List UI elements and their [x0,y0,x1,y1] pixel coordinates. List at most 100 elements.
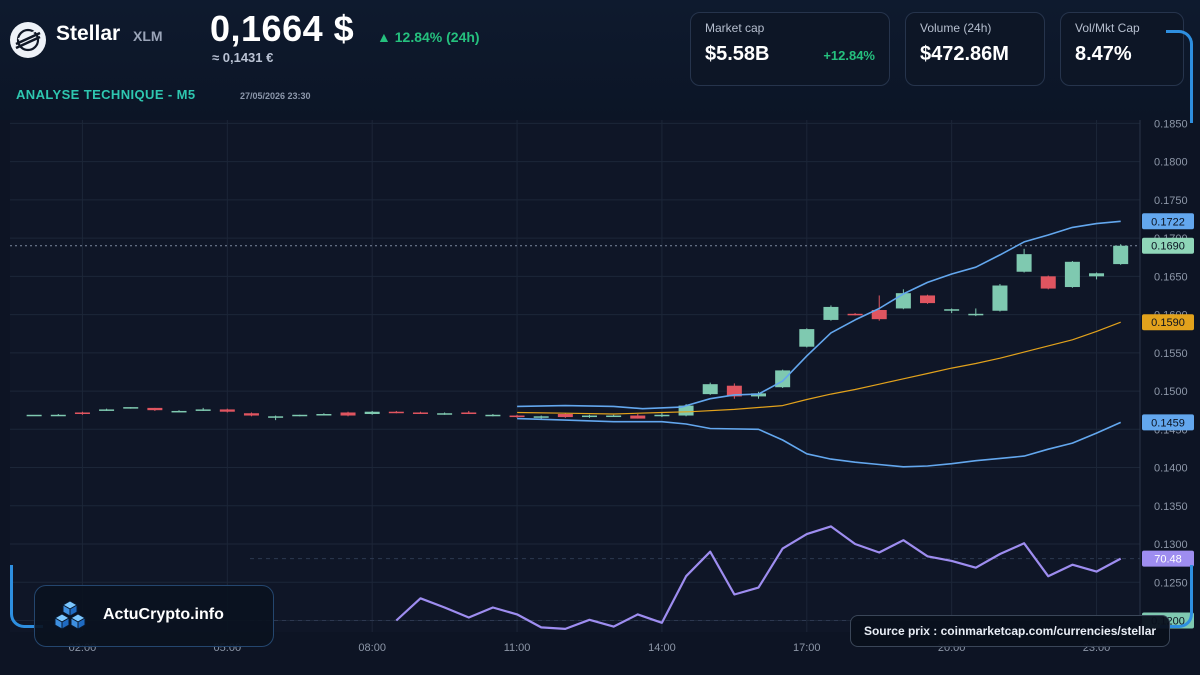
candle-up [678,405,694,416]
y-tick-label: 0.1350 [1154,501,1188,513]
y-tick-label: 0.1550 [1154,348,1188,360]
market-cap-label: Market cap [705,21,765,35]
candle-down [74,412,90,415]
y-tick-label: 0.1400 [1154,463,1188,475]
y-tick-label: 0.1500 [1154,386,1188,398]
candle-down [340,412,356,416]
price-badge [1142,314,1194,331]
x-tick-label: 17:00 [793,642,821,654]
y-tick-label: 0.1250 [1154,577,1188,589]
candle-up [1113,245,1129,265]
x-tick-label: 11:00 [504,642,531,654]
candle-down [147,407,163,411]
price-badge [1142,213,1194,230]
candle-up [799,329,815,347]
candle-down [871,309,887,320]
candle-down [1040,276,1056,289]
vol-mkt-cap-card: Vol/Mkt Cap 8.47% [1060,12,1184,86]
vol-mkt-cap-value: 8.47% [1075,43,1132,65]
candle-up [268,416,284,418]
header: Stellar XLM 0,1664 $ ≈ 0,1431 € ▲ 12.84%… [0,0,1200,120]
candle-down [557,414,573,418]
candle-up [26,414,42,417]
brand-badge[interactable]: ActuCrypto.info [34,585,274,647]
candle-down [630,415,646,419]
candle-up [895,293,911,309]
brand-name: ActuCrypto.info [103,606,224,623]
x-tick-label: 14:00 [648,642,676,654]
volume-value: $472.86M [920,43,1009,65]
source-text: Source prix : coinmarketcap.com/currenci… [863,624,1157,638]
candle-down [847,313,863,316]
frame-corner-bottom-left [10,565,43,628]
vol-mkt-cap-label: Vol/Mkt Cap [1075,21,1140,35]
plot-area [10,118,1140,632]
candle-down [412,412,428,414]
candle-up [992,285,1008,311]
candle-down [509,415,525,418]
source-badge[interactable]: Source prix : coinmarketcap.com/currenci… [850,615,1170,647]
timestamp: 27/05/2026 23:30 [240,91,311,101]
y-tick-label: 0.1300 [1154,539,1188,551]
price-badge-label: 0.1690 [1151,241,1185,253]
candle-down [219,409,235,412]
volume-card: Volume (24h) $472.86M [905,12,1045,86]
candle-up [1064,261,1080,288]
candle-down [920,295,936,304]
x-tick-label: 08:00 [358,642,386,654]
market-cap-value: $5.58B [705,43,770,65]
rsi-line [395,525,1122,630]
candle-up [316,414,332,416]
price-badge-label: 70.48 [1154,554,1182,566]
candle-up [581,415,597,418]
candle-up [606,415,622,418]
candle-up [533,416,549,418]
frame-corner-bottom-right [1160,565,1193,628]
coin-name: Stellar [56,22,121,45]
price-badge-label: 0.1459 [1151,417,1185,429]
price-eur: ≈ 0,1431 € [212,50,274,65]
price-change-24h: ▲ 12.84% (24h) [377,29,480,45]
candle-down [243,413,259,416]
current-price: 0,1664 $ [210,8,355,49]
candle-up [292,414,308,417]
candle-up [1016,254,1032,272]
y-tick-label: 0.1800 [1154,157,1188,169]
stellar-logo-icon [10,22,46,58]
candle-up [944,309,960,311]
price-badge-label: 0.1722 [1151,216,1185,228]
candle-up [437,413,453,415]
volume-label: Volume (24h) [920,21,992,35]
candle-up [1089,273,1105,277]
price-badge [1142,414,1194,431]
moving-average-line [517,321,1121,415]
candle-down [388,411,404,414]
y-tick-label: 0.1850 [1154,118,1188,130]
y-tick-label: 0.1750 [1154,195,1188,207]
candle-up [99,409,115,411]
candle-up [485,414,501,417]
bollinger-lower-line [517,417,1122,468]
cubes-logo-icon [53,600,87,630]
coin-symbol: XLM [133,28,163,44]
frame-corner-top-right [1166,30,1193,123]
y-tick-label: 0.1650 [1154,271,1188,283]
market-cap-card: Market cap $5.58B +12.84% [690,12,890,86]
candle-up [50,414,66,417]
price-badge [1142,550,1194,567]
section-title: ANALYSE TECHNIQUE - M5 [16,87,196,102]
price-badge-label: 0.1590 [1151,317,1185,329]
candle-up [823,306,839,320]
candle-down [726,385,742,397]
candle-up [171,410,187,413]
candle-up [123,407,139,409]
price-badge [1142,237,1194,254]
candle-down [461,412,477,415]
candle-up [364,411,380,415]
bollinger-upper-line [517,220,1121,410]
candle-up [702,384,718,395]
candle-up [195,409,211,411]
candle-up [654,414,670,417]
candle-up [968,313,984,316]
